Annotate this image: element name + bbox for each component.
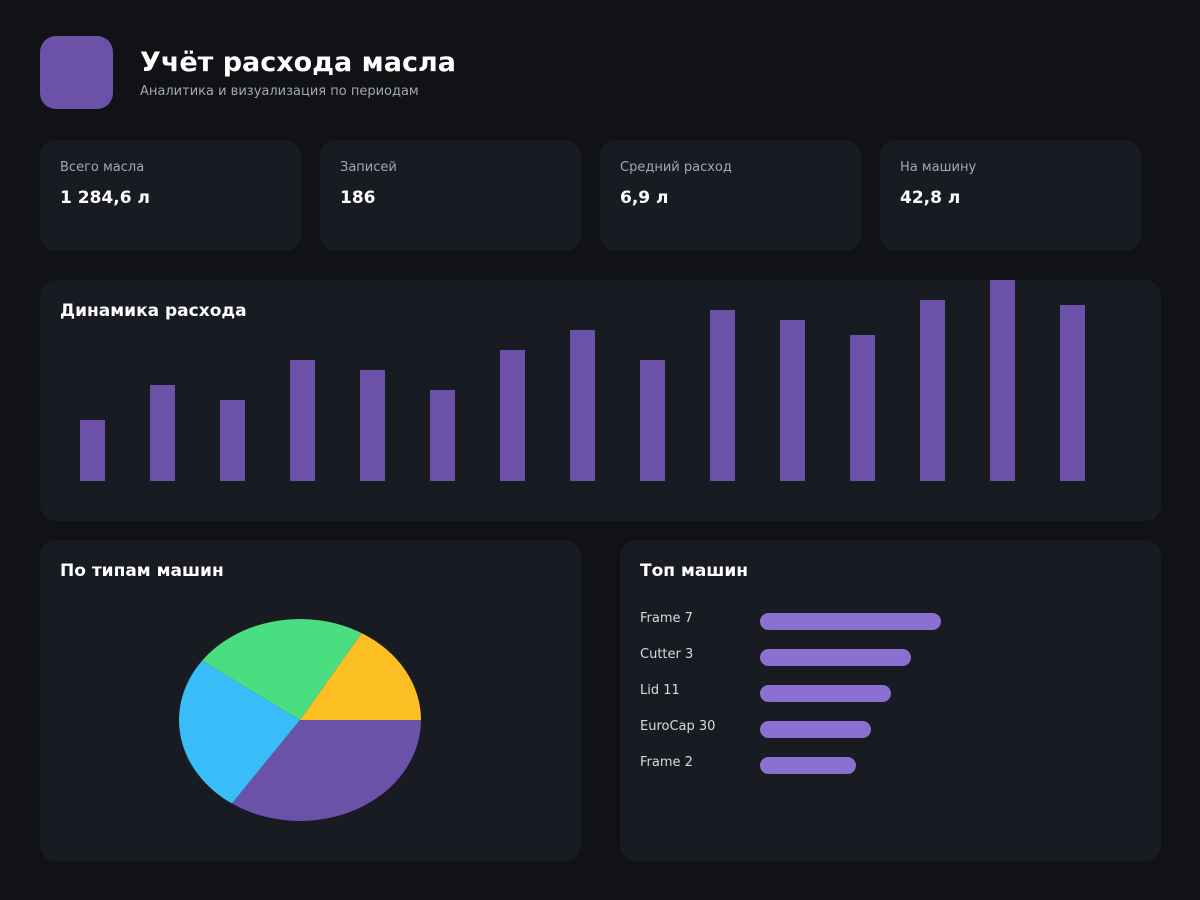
trend-bar — [220, 400, 245, 481]
kpi-label: Записей — [340, 160, 397, 175]
top-machine-row: EuroCap 30 — [640, 719, 1140, 739]
top-machine-bar — [760, 685, 891, 702]
trend-title: Динамика расхода — [60, 301, 247, 321]
types-panel: По типам машин — [40, 540, 581, 861]
trend-bar — [430, 390, 455, 481]
trend-bar — [850, 335, 875, 481]
trend-bar — [150, 385, 175, 481]
kpi-value: 6,9 л — [620, 188, 669, 208]
page-title: Учёт расхода масла — [140, 47, 456, 78]
kpi-value: 42,8 л — [900, 188, 961, 208]
types-title: По типам машин — [60, 561, 224, 581]
pie-slice — [300, 633, 421, 720]
kpi-label: Средний расход — [620, 160, 732, 175]
trend-bar — [780, 320, 805, 481]
kpi-card-average: Средний расход 6,9 л — [600, 140, 861, 251]
top-machine-bar — [760, 757, 856, 774]
trend-bar — [920, 300, 945, 481]
trend-bar — [640, 360, 665, 481]
pie-slice — [178, 660, 300, 804]
kpi-label: На машину — [900, 160, 977, 175]
kpi-value: 1 284,6 л — [60, 188, 150, 208]
trend-bar — [290, 360, 315, 481]
app-logo — [40, 36, 113, 109]
top-machine-bar — [760, 721, 871, 738]
top-machine-row: Frame 2 — [640, 755, 1140, 775]
kpi-label: Всего масла — [60, 160, 145, 175]
trend-panel: Динамика расхода — [40, 280, 1161, 521]
top-machine-row: Lid 11 — [640, 683, 1140, 703]
top-machine-label: Cutter 3 — [640, 647, 694, 662]
trend-bar — [710, 310, 735, 481]
pie-slice — [231, 720, 421, 822]
kpi-card-records: Записей 186 — [320, 140, 581, 251]
top-machines-panel: Топ машин Frame 7 Cutter 3 Lid 11 EuroCap 3… — [620, 540, 1161, 861]
trend-bar — [570, 330, 595, 481]
page-subtitle: Аналитика и визуализация по периодам — [140, 84, 419, 99]
trend-bar — [1060, 305, 1085, 481]
top-machine-bar — [760, 649, 911, 666]
top-machine-label: Frame 2 — [640, 755, 693, 770]
top-machine-row: Cutter 3 — [640, 647, 1140, 667]
trend-bar — [360, 370, 385, 481]
trend-bar — [80, 420, 105, 481]
top-machine-label: Frame 7 — [640, 611, 693, 626]
pie-slice — [202, 619, 362, 720]
top-machines-title: Топ машин — [640, 561, 749, 581]
kpi-card-per-machine: На машину 42,8 л — [880, 140, 1141, 251]
trend-bar — [990, 280, 1015, 481]
top-machine-row: Frame 7 — [640, 611, 1140, 631]
types-pie-chart — [178, 619, 421, 822]
trend-bar — [500, 350, 525, 481]
top-machine-bar — [760, 613, 941, 630]
trend-chart — [80, 280, 1085, 481]
kpi-card-total-oil: Всего масла 1 284,6 л — [40, 140, 301, 251]
kpi-value: 186 — [340, 188, 376, 208]
top-machine-label: Lid 11 — [640, 683, 680, 698]
top-machine-label: EuroCap 30 — [640, 719, 716, 734]
